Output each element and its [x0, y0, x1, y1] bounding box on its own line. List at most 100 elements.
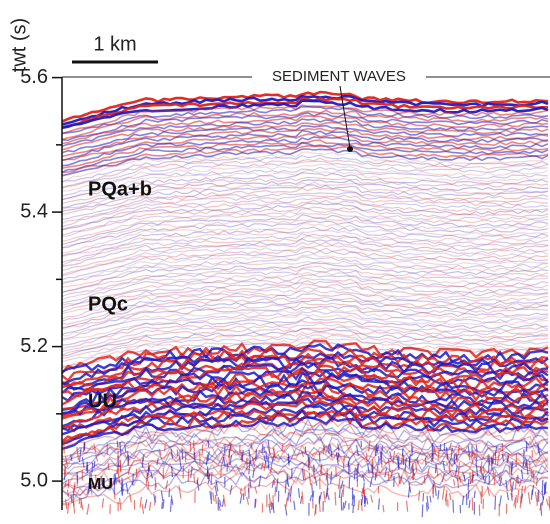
noise: [410, 462, 414, 474]
noise: [156, 457, 159, 466]
noise: [479, 461, 483, 474]
noise: [261, 443, 264, 454]
noise: [193, 474, 196, 483]
noise: [209, 490, 213, 504]
noise: [190, 466, 193, 479]
noise: [424, 457, 427, 465]
noise: [229, 484, 233, 495]
noise: [337, 476, 341, 489]
reflector: [61, 96, 549, 129]
reflector: [61, 265, 549, 294]
noise: [441, 473, 445, 483]
noise: [513, 497, 517, 507]
noise: [81, 457, 85, 468]
noise: [258, 475, 262, 487]
reflector: [61, 118, 549, 148]
noise: [486, 486, 491, 496]
noise: [83, 442, 86, 451]
noise: [150, 471, 154, 479]
noise: [63, 466, 67, 474]
noise: [218, 502, 221, 512]
noise: [113, 492, 116, 500]
noise: [116, 440, 119, 447]
noise: [384, 467, 388, 478]
reflector: [61, 331, 549, 360]
reflector: [61, 296, 549, 325]
noise: [301, 491, 304, 505]
reflector: [61, 280, 549, 309]
noise: [72, 482, 76, 494]
reflector: [61, 420, 549, 458]
noise: [452, 479, 456, 486]
noise: [248, 462, 251, 475]
noise: [517, 475, 519, 485]
noise: [506, 456, 510, 463]
noise: [273, 478, 276, 486]
reflector: [61, 136, 549, 167]
noise: [145, 472, 148, 486]
noise: [369, 477, 373, 488]
noise: [534, 491, 538, 503]
reflector: [61, 184, 549, 213]
noise: [445, 447, 449, 460]
noise: [70, 454, 73, 462]
reflector: [61, 99, 549, 130]
noise: [412, 464, 415, 472]
noise: [387, 471, 390, 482]
reflector: [61, 181, 549, 210]
noise: [94, 474, 98, 486]
noise: [526, 462, 529, 476]
noise: [494, 495, 497, 510]
reflector: [61, 217, 549, 249]
noise: [505, 479, 508, 491]
axis-label: twt (s): [8, 18, 30, 72]
noise: [468, 499, 471, 509]
reflector: [61, 320, 549, 350]
noise: [380, 454, 383, 468]
noise: [170, 448, 174, 459]
reflector: [61, 124, 549, 154]
noise: [67, 479, 70, 489]
reflector: [61, 129, 549, 161]
noise: [510, 492, 513, 501]
reflector: [61, 467, 548, 505]
noise: [78, 497, 81, 505]
noise: [470, 455, 474, 464]
noise: [535, 477, 539, 487]
noise: [252, 468, 255, 478]
reflector: [61, 90, 549, 123]
noise: [405, 500, 409, 512]
noise: [178, 455, 182, 469]
noise: [488, 461, 490, 472]
noise: [169, 499, 173, 512]
noise: [457, 462, 460, 476]
noise: [342, 454, 345, 469]
noise: [531, 484, 535, 496]
unit-label: PQa+b: [88, 178, 152, 200]
reflector: [61, 300, 549, 330]
noise: [288, 489, 292, 503]
noise: [543, 482, 546, 495]
reflector: [61, 229, 549, 258]
noise: [121, 477, 124, 492]
noise: [285, 497, 288, 507]
noise: [467, 489, 470, 500]
noise: [463, 474, 466, 482]
reflector: [61, 202, 549, 231]
reflector: [61, 233, 549, 264]
noise: [181, 448, 184, 460]
noise: [363, 487, 366, 495]
noise: [118, 497, 122, 511]
noise: [86, 503, 90, 516]
noise: [469, 472, 472, 484]
reflector: [61, 121, 549, 151]
reflector: [61, 199, 549, 230]
noise: [66, 502, 70, 514]
noise: [271, 502, 275, 514]
noise: [425, 502, 428, 512]
noise: [222, 494, 226, 507]
noise: [432, 445, 437, 455]
noise: [289, 486, 293, 497]
noise: [511, 460, 514, 473]
noise: [536, 492, 539, 506]
